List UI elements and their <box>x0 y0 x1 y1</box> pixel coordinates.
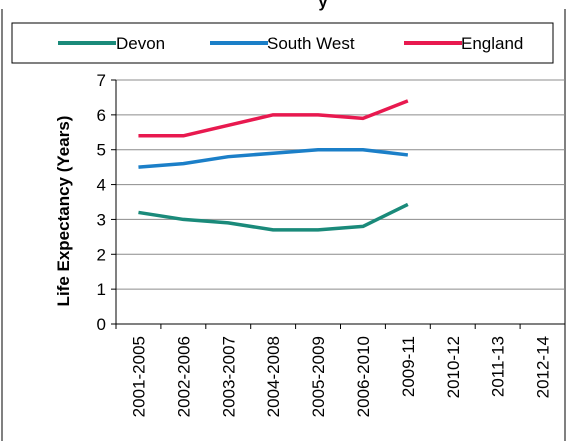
legend-label-england: England <box>461 34 523 53</box>
y-axis-ticks: 0 1 2 3 4 5 6 7 <box>97 71 116 334</box>
x-tick-label: 2002-2006 <box>174 336 193 417</box>
y-tick-label: 7 <box>97 71 106 90</box>
y-tick-label: 1 <box>97 280 106 299</box>
x-tick-label: 2005-2009 <box>309 336 328 417</box>
legend-label-south-west: South West <box>267 34 355 53</box>
x-axis-ticks: 2001-2005 2002-2006 2003-2007 2004-2008 2005… <box>115 324 566 417</box>
x-tick-label: 2012-14 <box>534 336 553 398</box>
y-tick-label: 4 <box>97 176 106 195</box>
y-tick-label: 0 <box>97 315 106 334</box>
x-tick-label: 2010-12 <box>444 336 463 398</box>
x-tick-label: 2001-2005 <box>129 336 148 417</box>
gridlines <box>116 79 565 290</box>
series-line-south-west <box>138 147 409 169</box>
x-tick-label: 2011-13 <box>489 336 508 397</box>
y-tick-label: 6 <box>97 106 106 125</box>
plot-area: 0 1 2 3 4 5 6 7 2001-2005 2002-2006 2003-2007 2004… <box>97 71 566 417</box>
y-tick-label: 2 <box>97 245 106 264</box>
y-tick-label: 5 <box>97 141 106 160</box>
series-line-england <box>138 99 409 138</box>
y-axis-label: Life Expectancy (Years) <box>54 116 73 307</box>
series-lines <box>138 99 409 232</box>
x-tick-label: 2004-2008 <box>264 336 283 417</box>
y-tick-label: 3 <box>97 210 106 229</box>
x-tick-label: 2003-2007 <box>219 336 238 417</box>
legend-label-devon: Devon <box>116 34 165 53</box>
series-line-devon <box>138 202 409 232</box>
x-tick-label: 2009-11 <box>399 336 418 397</box>
x-tick-label: 2006-2010 <box>354 336 373 417</box>
legend: Devon South West England <box>11 22 554 64</box>
chart-title-fragment: y <box>319 0 328 11</box>
